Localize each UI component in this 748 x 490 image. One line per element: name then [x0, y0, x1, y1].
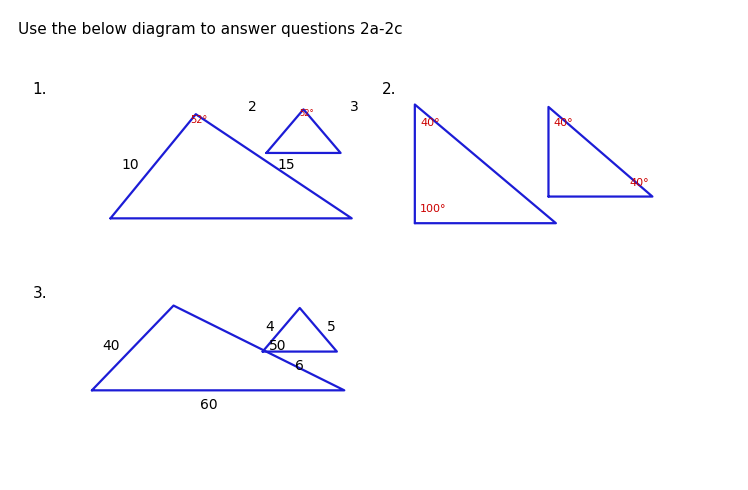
Text: 10: 10 — [121, 158, 138, 172]
Text: 5: 5 — [326, 320, 335, 334]
Text: 40°: 40° — [420, 118, 440, 127]
Text: 2: 2 — [248, 100, 257, 114]
Text: 52°: 52° — [300, 109, 314, 118]
Text: 52°: 52° — [190, 115, 207, 125]
Text: 3: 3 — [350, 100, 359, 114]
Text: 2.: 2. — [381, 82, 396, 98]
Text: 4: 4 — [266, 320, 275, 334]
Text: Use the below diagram to answer questions 2a-2c: Use the below diagram to answer question… — [18, 22, 402, 37]
Text: 3.: 3. — [32, 286, 47, 301]
Text: 100°: 100° — [420, 203, 447, 214]
Text: 50: 50 — [269, 339, 286, 353]
Text: 1.: 1. — [32, 82, 47, 98]
Text: 60: 60 — [200, 398, 218, 412]
Text: 40: 40 — [102, 339, 120, 353]
Text: 6: 6 — [295, 359, 304, 373]
Text: 15: 15 — [278, 158, 295, 172]
Text: 40°: 40° — [554, 118, 573, 128]
Text: 40°: 40° — [629, 178, 649, 188]
